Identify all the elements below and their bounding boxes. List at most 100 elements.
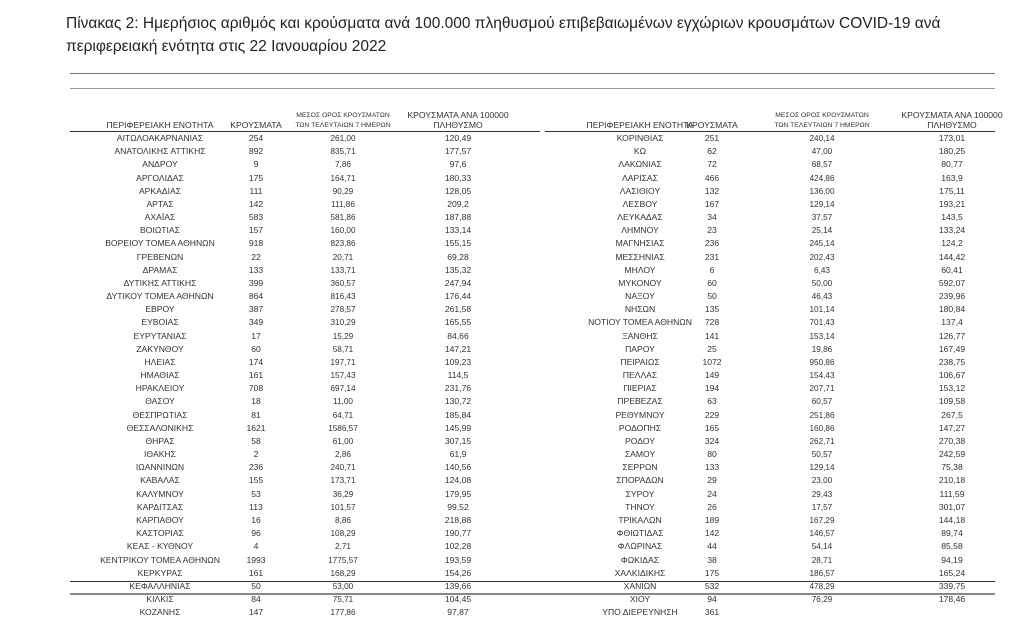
- table-row: ΑΝΔΡΟΥ 9 7,86 97,6: [70, 158, 540, 171]
- table-row: ΘΑΣΟΥ 18 11,00 130,72: [70, 395, 540, 408]
- cell-per100k: 163,9: [941, 172, 963, 183]
- cell-cases: 62: [707, 146, 717, 157]
- cell-cases: 58: [251, 435, 261, 446]
- cell-cases: 84: [251, 594, 261, 605]
- header-label: ΜΕΣΟΣ ΟΡΟΣ ΚΡΟΥΣΜΑΤΩΝ: [775, 112, 869, 119]
- cell-region: ΑΝΑΤΟΛΙΚΗΣ ΑΤΤΙΚΗΣ: [114, 146, 206, 157]
- cell-cases: 22: [251, 251, 261, 262]
- cell-avg7: 23,00: [811, 476, 833, 486]
- cell-region: ΑΧΑΪΑΣ: [144, 212, 176, 223]
- cell-region: ΔΡΑΜΑΣ: [142, 264, 178, 275]
- cell-cases: 34: [707, 212, 717, 223]
- table-row: ΔΥΤΙΚΟΥ ΤΟΜΕΑ ΑΘΗΝΩΝ 864 816,43 176,44: [70, 290, 540, 303]
- cell-cases: 155: [248, 475, 264, 486]
- cell-per100k: 180,84: [938, 304, 966, 315]
- table-row: ΚΕΡΚΥΡΑΣ 161 168,29 154,26: [70, 567, 540, 580]
- divider: [70, 593, 995, 595]
- cell-avg7: 478,29: [809, 581, 835, 591]
- cell-per100k: 61,9: [449, 449, 467, 460]
- cell-region: ΣΑΜΟΥ: [624, 449, 656, 460]
- cell-avg7: 202,43: [809, 252, 835, 262]
- cell-cases: 174: [248, 356, 264, 367]
- cell-avg7: 1586,57: [328, 423, 358, 433]
- cell-avg7: 58,71: [332, 344, 354, 354]
- cell-per100k: 209,2: [447, 198, 469, 209]
- table-row: ΞΑΝΘΗΣ 141 153,14 126,77: [545, 330, 995, 343]
- cell-per100k: 85,58: [941, 541, 963, 552]
- cell-cases: 157: [248, 225, 264, 236]
- cell-avg7: 90,29: [332, 186, 354, 196]
- cell-avg7: 168,29: [330, 568, 356, 578]
- cell-per100k: 128,05: [444, 185, 472, 196]
- cell-per100k: 178,46: [938, 594, 966, 605]
- cell-region: ΒΟΙΩΤΙΑΣ: [140, 225, 180, 236]
- table-row: ΚΑΡΠΑΘΟΥ 16 8,86 218,88: [70, 514, 540, 527]
- cell-region: ΚΕΡΚΥΡΑΣ: [137, 567, 183, 578]
- cell-per100k: 114,5: [447, 370, 469, 381]
- table-row: ΣΕΡΡΩΝ 133 129,14 75,38: [545, 461, 995, 474]
- header-label: ΚΡΟΥΣΜΑΤΑ ΑΝΑ 100000: [901, 110, 1003, 120]
- table-row: ΠΙΕΡΙΑΣ 194 207,71 153,12: [545, 382, 995, 395]
- cell-region: ΑΡΤΑΣ: [146, 198, 174, 209]
- cell-cases: 175: [704, 567, 720, 578]
- cell-per100k: 218,88: [444, 514, 472, 525]
- cell-per100k: 177,57: [444, 146, 472, 157]
- cell-region: ΕΒΡΟΥ: [145, 304, 175, 315]
- cell-region: ΛΕΣΒΟΥ: [622, 198, 658, 209]
- cell-region: ΑΡΚΑΔΙΑΣ: [138, 185, 182, 196]
- cell-per100k: 144,18: [938, 514, 966, 525]
- cell-region: ΚΩ: [633, 146, 647, 157]
- cell-region: ΚΟΖΑΝΗΣ: [139, 607, 181, 618]
- cell-per100k: 133,14: [444, 225, 472, 236]
- cell-region: ΓΡΕΒΕΝΩΝ: [136, 251, 184, 262]
- cell-per100k: 239,96: [938, 291, 966, 302]
- cell-per100k: 592,07: [938, 277, 966, 288]
- cell-per100k: 104,45: [444, 594, 472, 605]
- cell-region: ΔΥΤΙΚΟΥ ΤΟΜΕΑ ΑΘΗΝΩΝ: [106, 291, 214, 302]
- cell-avg7: 28,71: [811, 555, 833, 565]
- cell-region: ΠΕΛΛΑΣ: [622, 370, 658, 381]
- cell-cases: 50: [707, 291, 717, 302]
- cell-cases: 60: [707, 277, 717, 288]
- cell-avg7: 207,71: [809, 384, 835, 394]
- cell-per100k: 89,74: [941, 528, 963, 539]
- cell-per100k: 97,87: [447, 607, 469, 618]
- cell-region: ΣΥΡΟΥ: [625, 488, 655, 499]
- cell-region: ΚΕΝΤΡΙΚΟΥ ΤΟΜΕΑ ΑΘΗΝΩΝ: [100, 554, 220, 565]
- cell-cases: 142: [704, 528, 720, 539]
- cell-avg7: 950,86: [809, 357, 835, 367]
- cell-avg7: 17,57: [811, 502, 833, 512]
- cell-cases: 864: [248, 291, 264, 302]
- cell-avg7: 46,43: [811, 292, 833, 302]
- cell-region: ΤΡΙΚΑΛΩΝ: [618, 514, 662, 525]
- cell-cases: 53: [251, 488, 261, 499]
- table-right: ΠΕΡΙΦΕΡΕΙΑΚΗ ΕΝΟΤΗΤΑ ΚΡΟΥΣΜΑΤΑ ΜΕΣΟΣ ΟΡΟΣ …: [545, 108, 1003, 619]
- cell-cases: 141: [704, 330, 720, 341]
- cell-cases: 324: [704, 435, 720, 446]
- cell-region: ΜΕΣΣΗΝΙΑΣ: [615, 251, 665, 262]
- cell-cases: 1072: [702, 356, 722, 367]
- table-row: ΤΗΝΟΥ 26 17,57 301,07: [545, 501, 995, 514]
- table-row: ΧΙΟΥ 94 76,29 178,46: [545, 593, 995, 606]
- cell-avg7: 36,29: [332, 489, 354, 499]
- table-row: ΡΕΘΥΜΝΟΥ 229 251,86 267,5: [545, 409, 995, 422]
- cell-cases: 17: [251, 330, 261, 341]
- cell-per100k: 147,21: [444, 343, 472, 354]
- cell-cases: 63: [707, 396, 717, 407]
- table-row: ΚΕΝΤΡΙΚΟΥ ΤΟΜΕΑ ΑΘΗΝΩΝ 1993 1775,57 193,59: [70, 554, 540, 567]
- table-header: ΠΕΡΙΦΕΡΕΙΑΚΗ ΕΝΟΤΗΤΑ ΚΡΟΥΣΜΑΤΑ ΜΕΣΟΣ ΟΡΟΣ …: [70, 108, 540, 132]
- table-row: ΚΙΛΚΙΣ 84 75,71 104,45: [70, 593, 540, 606]
- table-row: ΑΝΑΤΟΛΙΚΗΣ ΑΤΤΙΚΗΣ 892 835,71 177,57: [70, 145, 540, 158]
- table-row: ΖΑΚΥΝΘΟΥ 60 58,71 147,21: [70, 343, 540, 356]
- table-row: ΠΡΕΒΕΖΑΣ 63 60,57 109,58: [545, 395, 995, 408]
- cell-avg7: 133,71: [330, 265, 356, 275]
- cell-avg7: 262,71: [809, 436, 835, 446]
- table-row: ΒΟΡΕΙΟΥ ΤΟΜΕΑ ΑΘΗΝΩΝ 918 823,86 155,15: [70, 237, 540, 250]
- cell-per100k: 307,15: [444, 435, 472, 446]
- cell-cases: 708: [248, 383, 264, 394]
- header-label: ΚΡΟΥΣΜΑΤΑ: [686, 119, 738, 130]
- cell-cases: 236: [248, 462, 264, 473]
- table-row: ΔΥΤΙΚΗΣ ΑΤΤΙΚΗΣ 399 360,57 247,94: [70, 277, 540, 290]
- cell-avg7: 8,86: [335, 515, 351, 525]
- cell-per100k: 94,19: [941, 554, 963, 565]
